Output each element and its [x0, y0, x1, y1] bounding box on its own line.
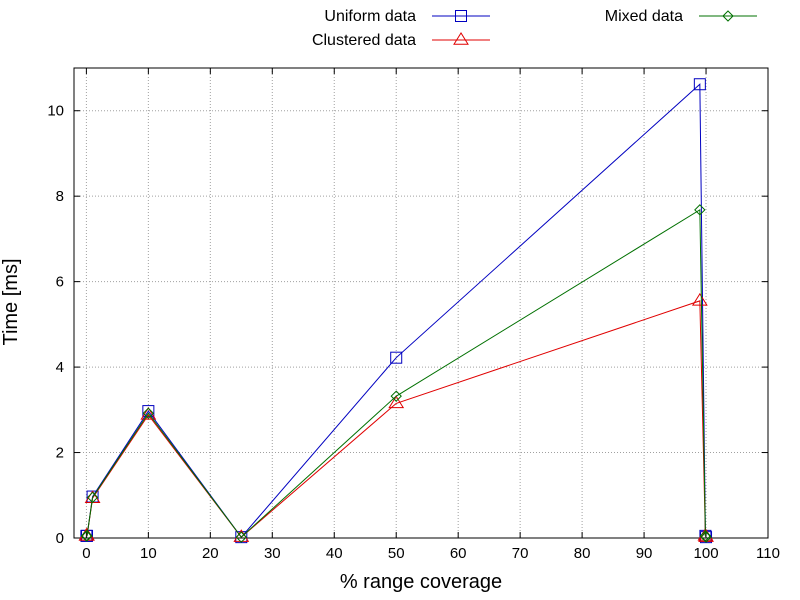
diamond-marker — [390, 390, 402, 402]
series-mixed-data — [80, 204, 712, 543]
legend-label: Mixed data — [605, 8, 683, 25]
axes — [73, 67, 769, 539]
x-tick-label: 110 — [756, 545, 780, 562]
x-tick-label: 50 — [388, 545, 405, 562]
legend-entry: Mixed data — [605, 8, 757, 25]
x-tick-label: 10 — [140, 545, 157, 562]
y-tick-label: 2 — [56, 445, 64, 462]
diamond-marker — [81, 530, 93, 542]
square-marker — [693, 78, 706, 91]
legend-entry: Uniform data — [324, 8, 490, 25]
legend-entry: Clustered data — [312, 32, 490, 49]
triangle-marker — [691, 292, 708, 306]
square-marker — [142, 405, 155, 418]
y-tick-label: 0 — [56, 530, 64, 547]
series — [78, 78, 714, 544]
y-tick-label: 6 — [56, 274, 64, 291]
legend-label: Uniform data — [324, 8, 416, 25]
x-tick-label: 60 — [450, 545, 467, 562]
diamond-marker — [235, 531, 248, 543]
diamond-marker — [694, 204, 706, 216]
triangle-marker — [453, 32, 469, 45]
x-axis-title: % range coverage — [340, 571, 502, 593]
x-tick-label: 80 — [574, 545, 591, 562]
triangle-marker — [140, 407, 157, 420]
x-tick-label: 40 — [326, 545, 343, 562]
x-tick-label: 20 — [202, 545, 219, 562]
square-marker — [455, 10, 467, 22]
y-tick-label: 4 — [56, 359, 64, 376]
triangle-marker — [388, 395, 405, 409]
plot-frame — [73, 67, 769, 539]
x-tick-label: 90 — [636, 545, 653, 562]
y-axis-title: Time [ms] — [0, 258, 22, 345]
tick-labels: 0 10 20 30 40 50 60 70 80 90 100 110 0 2 4 6 8 10 — [47, 68, 780, 562]
diamond-marker — [700, 531, 712, 543]
series-line — [86, 208, 707, 538]
legend-label: Clustered data — [312, 32, 416, 49]
x-tick-label: 0 — [82, 545, 90, 562]
diamond-marker — [86, 491, 99, 504]
legend: Uniform data Clustered data Mixed data — [312, 8, 757, 49]
grid — [74, 68, 768, 538]
series-clustered-data — [78, 292, 714, 542]
x-tick-label: 70 — [512, 545, 529, 562]
x-tick-label: 30 — [264, 545, 281, 562]
diamond-marker — [142, 407, 155, 419]
y-tick-label: 10 — [47, 103, 64, 120]
diamond-marker — [722, 10, 734, 22]
x-tick-label: 100 — [694, 545, 719, 562]
square-marker — [390, 351, 403, 364]
y-tick-label: 8 — [56, 188, 64, 205]
